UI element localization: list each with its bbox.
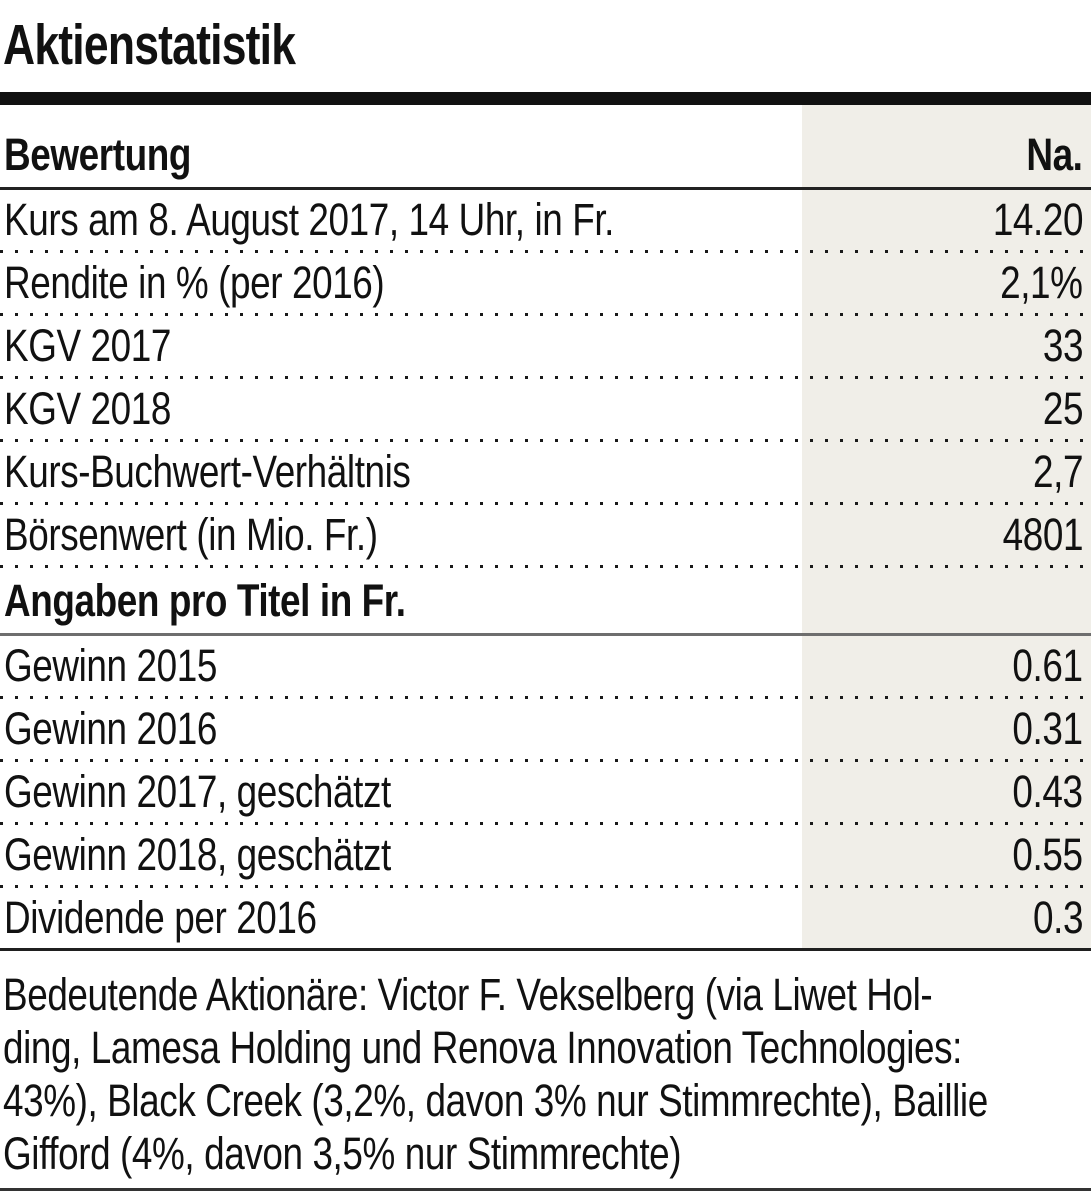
section-header-text: Angaben pro Titel in Fr. xyxy=(4,575,406,626)
row-value: 33 xyxy=(1042,320,1084,371)
row-label: Dividende per 2016 xyxy=(4,892,317,943)
table-row: Gewinn 2016 0.31 xyxy=(0,699,1091,759)
header-underline xyxy=(0,187,1091,190)
row-value: 0.31 xyxy=(1012,703,1084,754)
bottom-hairline-rule xyxy=(0,1188,1091,1191)
section-header-row: Angaben pro Titel in Fr. xyxy=(0,568,1091,633)
page-title-text: Aktienstatistik xyxy=(3,13,296,77)
statistics-table: Bewertung Na. Kurs am 8. August 2017, 14… xyxy=(0,105,1091,951)
footnote-line: Bedeutende Aktionäre: Victor F. Vekselbe… xyxy=(3,969,933,1020)
dotted-separator xyxy=(0,565,1091,568)
table-row: Dividende per 2016 0.3 xyxy=(0,888,1091,948)
row-label: Gewinn 2017, geschätzt xyxy=(4,766,391,817)
table-row: Börsenwert (in Mio. Fr.) 4801 xyxy=(0,505,1091,565)
table-row: Kurs am 8. August 2017, 14 Uhr, in Fr. 1… xyxy=(0,190,1091,250)
table-row: Rendite in % (per 2016) 2,1% xyxy=(0,253,1091,313)
dotted-separator xyxy=(0,502,1091,505)
row-value: 0.3 xyxy=(1032,892,1083,943)
shareholders-footnote: Bedeutende Aktionäre: Victor F. Vekselbe… xyxy=(0,968,1091,1180)
row-value: 0.61 xyxy=(1012,640,1084,691)
table-row: Kurs-Buchwert-Verhältnis 2,7 xyxy=(0,442,1091,502)
dotted-separator xyxy=(0,759,1091,762)
column-header-bewertung-text: Bewertung xyxy=(4,129,191,180)
table-row: Gewinn 2017, geschätzt 0.43 xyxy=(0,762,1091,822)
row-label: KGV 2018 xyxy=(4,383,171,434)
table-row: KGV 2017 33 xyxy=(0,316,1091,376)
table-row: Gewinn 2015 0.61 xyxy=(0,636,1091,696)
dotted-separator xyxy=(0,313,1091,316)
dotted-separator xyxy=(0,696,1091,699)
dotted-separator xyxy=(0,885,1091,888)
title-block: Aktienstatistik xyxy=(0,0,1091,92)
footnote-line: 43%), Black Creek (3,2%, davon 3% nur St… xyxy=(3,1075,988,1126)
row-label: Kurs am 8. August 2017, 14 Uhr, in Fr. xyxy=(4,194,615,245)
page-title: Aktienstatistik xyxy=(0,0,1091,76)
dotted-separator xyxy=(0,822,1091,825)
row-value: 2,7 xyxy=(1032,446,1083,497)
column-header-na: Na. xyxy=(802,129,1091,181)
row-value: 2,1% xyxy=(1000,257,1084,308)
row-label: Börsenwert (in Mio. Fr.) xyxy=(4,509,378,560)
row-label: Kurs-Buchwert-Verhältnis xyxy=(4,446,411,497)
row-value: 0.55 xyxy=(1012,829,1084,880)
table-row: Gewinn 2018, geschätzt 0.55 xyxy=(0,825,1091,885)
row-value: 14.20 xyxy=(992,194,1084,245)
row-label: Gewinn 2016 xyxy=(4,703,217,754)
dotted-separator xyxy=(0,439,1091,442)
row-label: Rendite in % (per 2016) xyxy=(4,257,385,308)
row-label: Gewinn 2015 xyxy=(4,640,217,691)
row-label: KGV 2017 xyxy=(4,320,171,371)
table-header-row: Bewertung Na. xyxy=(0,105,1091,187)
table-row: KGV 2018 25 xyxy=(0,379,1091,439)
row-value: 25 xyxy=(1042,383,1084,434)
column-header-na-text: Na. xyxy=(1026,129,1084,180)
footnote-line: Gifford (4%, davon 3,5% nur Stimmrechte) xyxy=(3,1128,682,1179)
row-value: 4801 xyxy=(1002,509,1084,560)
row-label: Gewinn 2018, geschätzt xyxy=(4,829,391,880)
footnote-line: ding, Lamesa Holding und Renova Innovati… xyxy=(3,1022,963,1073)
section-header-underline xyxy=(0,633,1091,636)
dotted-separator xyxy=(0,376,1091,379)
row-value: 0.43 xyxy=(1012,766,1084,817)
column-header-bewertung: Bewertung xyxy=(0,129,802,181)
section-header-label: Angaben pro Titel in Fr. xyxy=(0,575,1091,627)
title-divider-rule xyxy=(0,92,1091,105)
dotted-separator xyxy=(0,250,1091,253)
